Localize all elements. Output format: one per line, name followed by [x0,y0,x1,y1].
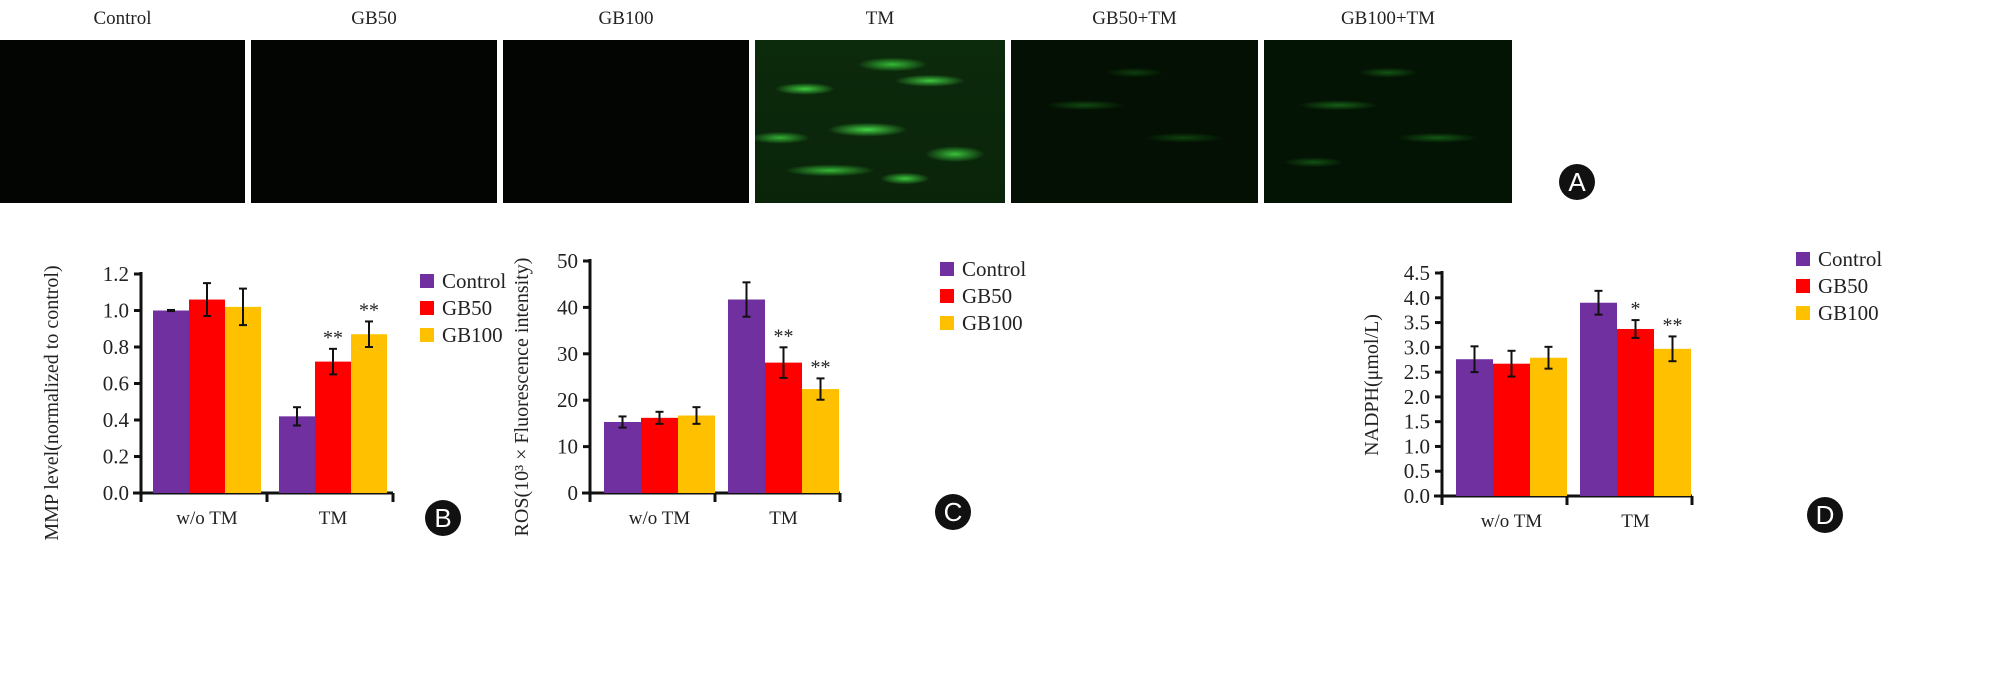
panel-badge-b: B [425,500,461,536]
bar-control-1 [728,299,765,493]
y-tick-label: 3.5 [1404,311,1430,335]
x-tick-label: TM [769,508,798,529]
y-tick-label: 50 [557,249,578,273]
micrograph-label: Control [93,8,152,29]
legend-label: GB50 [962,284,1012,308]
legend-label: Control [1818,247,1882,271]
bar-gb100-1 [802,389,839,493]
x-tick-label: TM [1621,511,1650,532]
legend-swatch-gb100 [1796,306,1810,320]
x-tick-label: w/o TM [629,508,691,529]
bar-gb100-1 [351,334,387,493]
micrograph-gb100-tm [1264,40,1512,203]
legend-swatch-gb50 [420,301,434,315]
y-tick-label: 20 [557,388,578,412]
micrograph-label: GB100 [598,8,654,29]
legend-swatch-gb50 [940,289,954,303]
significance-mark: ** [811,356,831,378]
panel-badge-c: C [935,494,971,530]
legend-label: Control [962,257,1026,281]
y-tick-label: 30 [557,342,578,366]
y-axis-label: NADPH(μmol/L) [1361,314,1383,456]
x-tick-label: TM [319,508,348,529]
y-tick-label: 0.0 [103,481,129,505]
y-axis-label: ROS(10³ × Fluorescence intensity) [511,258,533,537]
micrograph-label: GB50+TM [1092,8,1177,29]
significance-mark: * [1631,298,1641,320]
bar-gb50-0 [189,299,225,493]
legend-swatch-gb100 [420,328,434,342]
significance-mark: ** [774,325,794,347]
legend-label: Control [442,269,506,293]
x-tick-label: w/o TM [1481,511,1543,532]
micrograph-tm [755,40,1005,203]
significance-mark: ** [323,327,343,349]
legend-label: GB100 [442,323,503,347]
y-tick-label: 0.6 [103,372,129,396]
legend-swatch-gb50 [1796,279,1810,293]
bar-gb50-0 [641,417,678,493]
bar-gb50-1 [1617,328,1654,496]
micrograph-gb50-tm [1011,40,1258,203]
legend-swatch-control [420,274,434,288]
y-tick-label: 4.0 [1404,286,1430,310]
panel-badge-d: D [1807,497,1843,533]
y-tick-label: 0.0 [1404,484,1430,508]
bar-gb100-0 [225,306,261,493]
legend-label: GB50 [1818,274,1868,298]
y-tick-label: 2.0 [1404,385,1430,409]
bar-gb100-1 [1654,348,1691,496]
legend-swatch-control [940,262,954,276]
micrograph-label: GB100+TM [1340,8,1436,29]
bar-control-0 [1456,359,1493,496]
y-tick-label: 0.5 [1404,459,1430,483]
micrograph-gb50 [251,40,497,203]
y-tick-label: 1.0 [103,299,129,323]
y-tick-label: 0.4 [103,408,130,432]
y-tick-label: 3.0 [1404,335,1430,359]
y-tick-label: 0.8 [103,335,129,359]
significance-mark: ** [1663,314,1683,336]
significance-mark: ** [359,299,379,321]
y-tick-label: 1.2 [103,262,129,286]
bar-gb50-0 [1493,363,1530,496]
legend-label: GB100 [962,311,1023,335]
y-tick-label: 10 [557,435,578,459]
y-tick-label: 2.5 [1404,360,1430,384]
bar-gb50-1 [315,361,351,493]
y-tick-label: 4.5 [1404,261,1430,285]
y-tick-label: 0 [568,481,579,505]
micrograph-gb100 [503,40,749,203]
bar-gb100-0 [1530,357,1567,496]
y-tick-label: 1.5 [1404,410,1430,434]
legend-swatch-control [1796,252,1810,266]
bar-control-1 [1580,302,1617,496]
legend-label: GB100 [1818,301,1879,325]
y-tick-label: 40 [557,295,578,319]
micrograph-label: TM [865,8,895,29]
legend-label: GB50 [442,296,492,320]
bar-control-0 [153,310,189,493]
bar-control-1 [279,416,315,493]
y-tick-label: 1.0 [1404,434,1430,458]
micrograph-label: GB50 [351,8,397,29]
y-axis-label: MMP level(normalized to control) [41,265,63,540]
x-tick-label: w/o TM [176,508,238,529]
panel-badge-a: A [1559,164,1595,200]
bar-gb50-1 [765,362,802,493]
micrograph-control [0,40,245,203]
bar-gb100-0 [678,415,715,493]
y-tick-label: 0.2 [103,445,129,469]
bar-control-0 [604,422,641,493]
legend-swatch-gb100 [940,316,954,330]
